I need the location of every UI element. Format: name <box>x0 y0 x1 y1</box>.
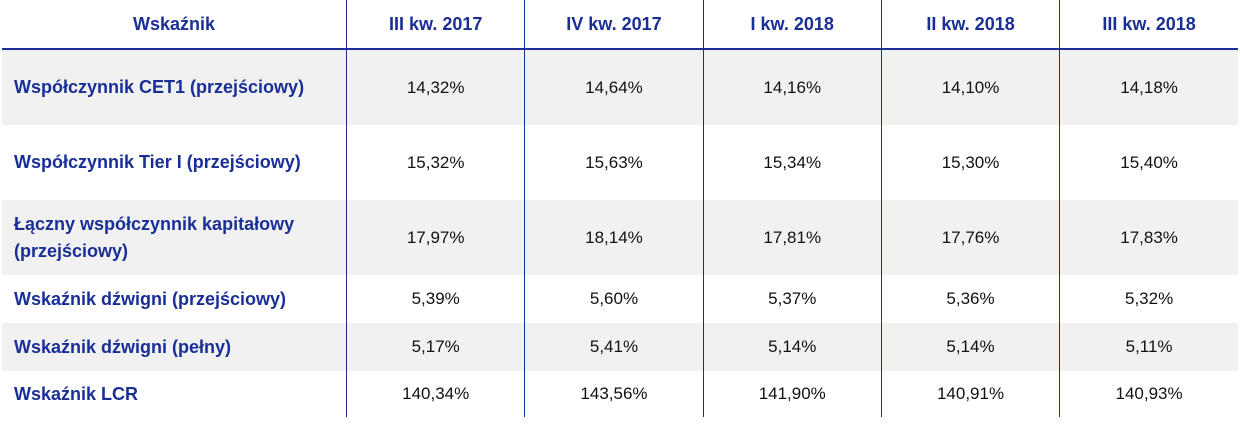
table-cell: 15,34% <box>702 125 882 200</box>
table-cell: 140,91% <box>880 371 1060 417</box>
row-label: Współczynnik CET1 (przejściowy) <box>2 49 347 125</box>
table-row: Współczynnik Tier I (przejściowy) 15,32%… <box>2 125 1238 200</box>
table-cell: 14,10% <box>880 49 1060 125</box>
table-row: Współczynnik CET1 (przejściowy) 14,32% 1… <box>2 49 1238 125</box>
table-cell: 14,64% <box>524 49 704 125</box>
column-header-q2-2018: II kw. 2018 <box>880 0 1060 50</box>
table-cell: 140,34% <box>346 371 525 417</box>
table-cell: 5,60% <box>524 275 704 323</box>
table-cell: 17,83% <box>1059 200 1238 275</box>
column-header-q3-2017: III kw. 2017 <box>346 0 525 50</box>
table-cell: 141,90% <box>702 371 882 417</box>
table-cell: 15,63% <box>524 125 704 200</box>
table-cell: 5,11% <box>1059 323 1238 371</box>
table-cell: 5,14% <box>880 323 1060 371</box>
table-cell: 17,81% <box>702 200 882 275</box>
capital-ratios-table: Wskaźnik III kw. 2017 IV kw. 2017 I kw. … <box>2 0 1238 417</box>
table-cell: 5,32% <box>1059 275 1238 323</box>
table-cell: 5,41% <box>524 323 704 371</box>
table-cell: 14,16% <box>702 49 882 125</box>
table-cell: 15,40% <box>1059 125 1238 200</box>
column-header-indicator: Wskaźnik <box>2 0 347 50</box>
table-cell: 143,56% <box>524 371 704 417</box>
table-row: Wskaźnik dźwigni (przejściowy) 5,39% 5,6… <box>2 275 1238 323</box>
row-label: Wskaźnik LCR <box>14 383 139 404</box>
table-cell: 15,30% <box>880 125 1060 200</box>
row-label: Współczynnik Tier I (przejściowy) <box>14 152 301 172</box>
table-cell: 5,37% <box>702 275 882 323</box>
column-header-q3-2018: III kw. 2018 <box>1059 0 1238 50</box>
table-row: Łączny współczynnik kapitałowy (przejści… <box>2 200 1238 275</box>
row-label: Wskaźnik dźwigni (pełny) <box>2 323 347 371</box>
table-cell: 5,39% <box>346 275 525 323</box>
table-header-row: Wskaźnik III kw. 2017 IV kw. 2017 I kw. … <box>2 0 1238 50</box>
table-cell: 14,18% <box>1059 49 1238 125</box>
table-cell: 5,14% <box>702 323 882 371</box>
table-cell: 17,76% <box>880 200 1060 275</box>
row-label: Łączny współczynnik kapitałowy (przejści… <box>2 200 347 275</box>
table-cell: 5,17% <box>346 323 525 371</box>
table-cell: 5,36% <box>880 275 1060 323</box>
table-cell: 17,97% <box>346 200 525 275</box>
table-row: Wskaźnik LCR 140,34% 143,56% 141,90% 140… <box>2 371 1238 417</box>
column-header-q4-2017: IV kw. 2017 <box>524 0 704 50</box>
table-cell: 140,93% <box>1059 371 1238 417</box>
table-cell: 18,14% <box>524 200 704 275</box>
table-cell: 15,32% <box>346 125 525 200</box>
table-cell: 14,32% <box>346 49 525 125</box>
table-row: Wskaźnik dźwigni (pełny) 5,17% 5,41% 5,1… <box>2 323 1238 371</box>
row-label: Wskaźnik dźwigni (przejściowy) <box>14 288 287 309</box>
column-header-q1-2018: I kw. 2018 <box>702 0 882 50</box>
